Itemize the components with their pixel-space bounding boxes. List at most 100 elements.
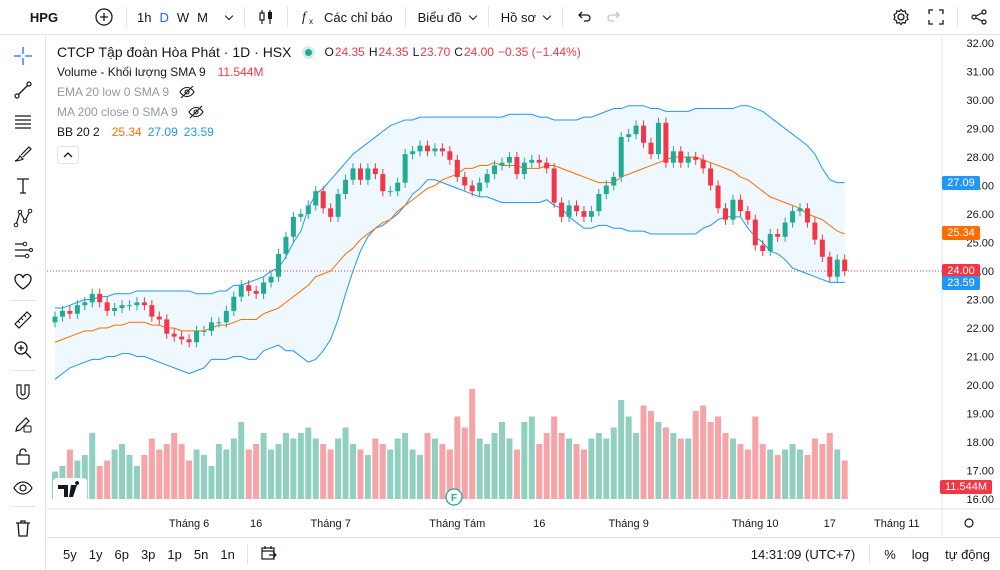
time-tick-label: 16 <box>533 518 545 530</box>
remove-drawings-button[interactable] <box>11 516 35 540</box>
forecast-tool-button[interactable] <box>11 238 35 262</box>
volume-bar <box>163 444 170 499</box>
gear-icon <box>893 8 909 26</box>
candle-body <box>112 308 118 311</box>
price-chart[interactable]: 32.0031.0030.0029.0028.0027.0026.0025.00… <box>47 36 1000 536</box>
candle-body <box>745 211 751 220</box>
interval-dropdown-button[interactable] <box>212 3 238 31</box>
eye-off-icon[interactable] <box>179 85 195 99</box>
bb-upper-line <box>55 105 845 309</box>
range-3p-button[interactable]: 3p <box>140 546 156 562</box>
magnet-tool-button[interactable] <box>11 380 35 404</box>
brush-tool-button[interactable] <box>11 142 35 166</box>
volume-bar <box>111 449 118 499</box>
candle-style-button[interactable] <box>251 3 281 31</box>
favorites-tool-button[interactable] <box>11 270 35 294</box>
volume-bar <box>66 449 73 499</box>
volume-bar <box>558 433 565 499</box>
lock-drawing-button[interactable] <box>11 412 35 436</box>
range-1y-button[interactable]: 1y <box>88 546 103 562</box>
goto-date-button[interactable] <box>254 545 284 564</box>
volume-bar <box>350 444 356 499</box>
interval-1h-button[interactable]: 1h <box>133 3 155 31</box>
volume-bar <box>238 422 245 499</box>
interval-w-button[interactable]: W <box>173 3 193 31</box>
trend-line-tool-button[interactable] <box>11 78 35 102</box>
pattern-tool-button[interactable] <box>11 206 35 230</box>
divider <box>487 7 489 27</box>
volume-bar <box>320 444 327 499</box>
volume-bar <box>387 449 394 499</box>
axis-settings-icon[interactable] <box>964 518 974 528</box>
share-icon <box>971 9 987 25</box>
volume-bar <box>409 449 416 499</box>
bb-label: BB 20 2 <box>57 125 100 139</box>
legend-ema-row[interactable]: EMA 20 low 0 SMA 9 <box>57 82 585 102</box>
text-tool-button[interactable] <box>11 174 35 198</box>
volume-bar <box>476 438 483 499</box>
range-5n-button[interactable]: 5n <box>193 546 209 562</box>
range-1n-button[interactable]: 1n <box>220 546 235 562</box>
symbol-search-button[interactable]: HPG <box>0 3 88 31</box>
candle-body <box>506 157 512 163</box>
legend-ma-row[interactable]: MA 200 close 0 SMA 9 <box>57 102 585 122</box>
financials-marker-icon[interactable] <box>445 488 463 506</box>
svg-text:f: f <box>302 10 308 25</box>
interval-d-button[interactable]: D <box>155 3 172 31</box>
share-button[interactable] <box>964 3 994 31</box>
volume-bar <box>804 455 811 499</box>
auto-scale-button[interactable]: tự động <box>945 546 990 562</box>
candle-body <box>432 148 438 152</box>
text-icon <box>17 178 29 194</box>
candle-body <box>179 336 185 340</box>
profile-menu-button[interactable]: Hồ sơ <box>495 3 556 31</box>
candle-body <box>723 208 728 220</box>
legend-bb-row[interactable]: BB 20 2 25.34 27.09 23.59 <box>57 122 585 142</box>
fullscreen-button[interactable] <box>921 3 951 31</box>
candle-body <box>752 219 758 246</box>
volume-bar <box>499 422 505 499</box>
log-scale-button[interactable]: log <box>911 546 930 562</box>
volume-bar <box>342 427 349 499</box>
candle-body <box>834 259 840 277</box>
candle-body <box>343 179 349 195</box>
eye-off-icon[interactable] <box>188 105 204 119</box>
candle-body <box>320 191 326 209</box>
chart-area[interactable]: 32.00 31.00 30.00 29.00 28.00 27.00 26.00 25.00… <box>47 36 1000 570</box>
hide-drawings-button[interactable] <box>11 476 35 500</box>
settings-button[interactable] <box>885 3 917 31</box>
candle-body <box>663 122 669 163</box>
percent-scale-button[interactable]: % <box>884 546 896 562</box>
volume-bar <box>737 444 744 499</box>
candle-body <box>127 305 132 307</box>
legend-collapse-button[interactable] <box>57 146 79 164</box>
candle-body <box>74 305 80 314</box>
range-5y-button[interactable]: 5y <box>63 546 77 562</box>
candle-body <box>208 322 214 331</box>
candle-body <box>387 191 393 193</box>
candle-body <box>104 302 110 311</box>
interval-m-button[interactable]: M <box>193 3 212 31</box>
volume-bar <box>186 460 193 499</box>
volume-bar <box>119 444 126 499</box>
chart-menu-button[interactable]: Biểu đồ <box>412 3 482 31</box>
legend-volume-row[interactable]: Volume - Khối lượng SMA 9 11.544M <box>57 62 585 82</box>
crosshair-icon <box>14 47 32 65</box>
volume-bar <box>402 433 409 499</box>
range-6p-button[interactable]: 6p <box>114 546 129 562</box>
candle-body <box>149 305 155 317</box>
range-1p-button[interactable]: 1p <box>167 546 182 562</box>
compare-add-button[interactable] <box>88 3 120 31</box>
price-tick-label: 29.00 <box>966 124 994 136</box>
redo-button[interactable] <box>599 3 629 31</box>
measure-tool-button[interactable] <box>11 308 35 332</box>
crosshair-tool-button[interactable] <box>11 44 35 68</box>
fib-tool-button[interactable] <box>11 110 35 134</box>
volume-bar <box>692 411 699 499</box>
undo-button[interactable] <box>569 3 599 31</box>
lock-all-button[interactable] <box>11 444 35 468</box>
zoom-in-tool-button[interactable] <box>11 338 35 362</box>
volume-bar <box>685 438 692 499</box>
divider <box>126 7 127 27</box>
